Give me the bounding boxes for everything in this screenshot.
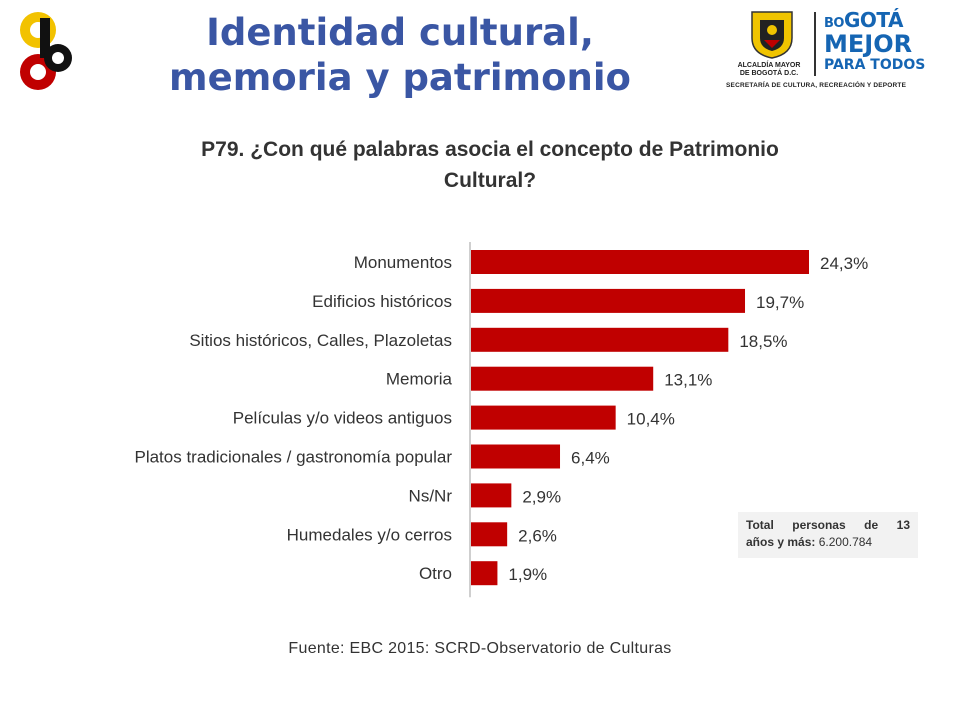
bar [471,288,746,313]
data-label: 1,9% [508,565,547,584]
data-label: 24,3% [820,254,868,273]
bar [471,483,512,508]
category-label: Otro [419,564,452,583]
source-note: Fuente: EBC 2015: SCRD-Observatorio de C… [288,640,672,657]
category-label: Edificios históricos [312,292,452,311]
note-value: 6.200.784 [818,535,873,549]
bar [471,405,616,430]
bar [471,561,498,586]
data-label: 13,1% [664,371,712,390]
category-label: Sitios históricos, Calles, Plazoletas [189,331,452,350]
page-title-line1: Identidad cultural, [206,11,594,54]
alcaldia-line1: ALCALDÍA MAYOR [737,62,801,69]
bar [471,444,561,469]
brand-bogota-a: BO [824,16,844,31]
secretaria-label: SECRETARÍA DE CULTURA, RECREACIÓN Y DEPO… [726,82,907,89]
brand-bogota-b: GOTÁ [843,8,904,32]
bar-chart: Monumentos 24,3% Edificios históricos 19,7%… [134,242,868,598]
logo-divider [814,12,816,76]
brand-mejor: MEJOR [824,30,913,58]
bar [471,327,729,352]
category-label: Monumentos [354,253,452,272]
bogota-logo: ALCALDÍA MAYOR DE BOGOTÁ D.C. BOGOTÁ MEJ… [722,6,928,96]
category-label: Platos tradicionales / gastronomía popul… [134,448,452,467]
total-persons-note: Total personas de 13 años y más: 6.200.7… [738,512,918,558]
observatorio-logo [14,8,76,94]
brand-para-todos: PARA TODOS [824,57,926,73]
alcaldia-line2: DE BOGOTÁ D.C. [739,70,799,77]
chart-title: P79. ¿Con qué palabras asocia el concept… [201,138,779,192]
data-label: 18,5% [739,332,787,351]
bar [471,250,809,274]
page-title: Identidad cultural, memoria y patrimonio [120,10,680,100]
data-label: 10,4% [627,410,675,429]
page-title-line2: memoria y patrimonio [169,56,631,99]
category-label: Películas y/o videos antiguos [233,409,452,428]
data-label: 19,7% [756,293,804,312]
note-label-line1: Total personas de 13 [746,518,910,532]
alcaldia-label: ALCALDÍA MAYOR DE BOGOTÁ D.C. [728,62,810,78]
coat-of-arms-icon [751,11,793,59]
bar [471,366,654,391]
data-label: 2,9% [522,487,561,506]
data-label: 6,4% [571,449,610,468]
note-label-line2: años y más: [746,535,816,549]
category-label: Memoria [386,370,453,389]
category-label: Humedales y/o cerros [287,525,452,544]
category-label: Ns/Nr [409,486,453,505]
brand-bogota: BOGOTÁ [824,10,903,34]
data-label: 2,6% [518,526,557,545]
bar [471,522,508,547]
